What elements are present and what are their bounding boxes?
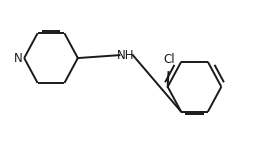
Text: NH: NH bbox=[117, 49, 135, 62]
Text: N: N bbox=[14, 52, 23, 64]
Text: Cl: Cl bbox=[163, 53, 175, 66]
